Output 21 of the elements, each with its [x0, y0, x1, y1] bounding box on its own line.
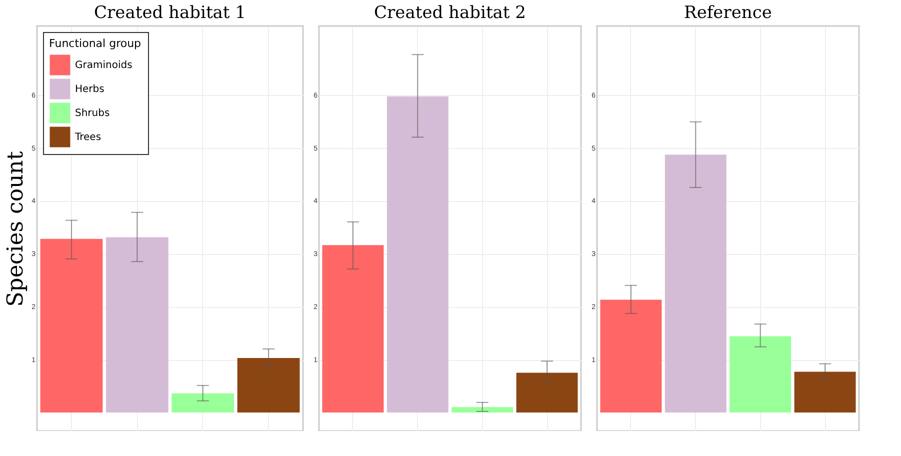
legend-label: Herbs — [75, 84, 104, 95]
legend-label: Trees — [74, 132, 102, 143]
bar — [322, 245, 384, 412]
y-axis-title: Species count — [4, 151, 29, 307]
chart-title: Reference — [684, 3, 772, 23]
legend-label: Shrubs — [75, 108, 110, 119]
bar — [516, 372, 578, 412]
legend-title: Functional group — [49, 37, 142, 50]
chart-title: Created habitat 1 — [94, 3, 246, 23]
bar — [386, 96, 448, 412]
bar — [730, 336, 792, 412]
legend-label: Graminoids — [75, 60, 132, 71]
bar — [600, 300, 662, 412]
bar — [664, 154, 726, 412]
bar — [452, 407, 514, 412]
bar — [237, 358, 300, 412]
bar — [106, 237, 168, 412]
bar — [40, 238, 103, 412]
bar — [794, 372, 856, 412]
chart-title: Created habitat 2 — [374, 3, 526, 23]
bar — [172, 393, 234, 412]
